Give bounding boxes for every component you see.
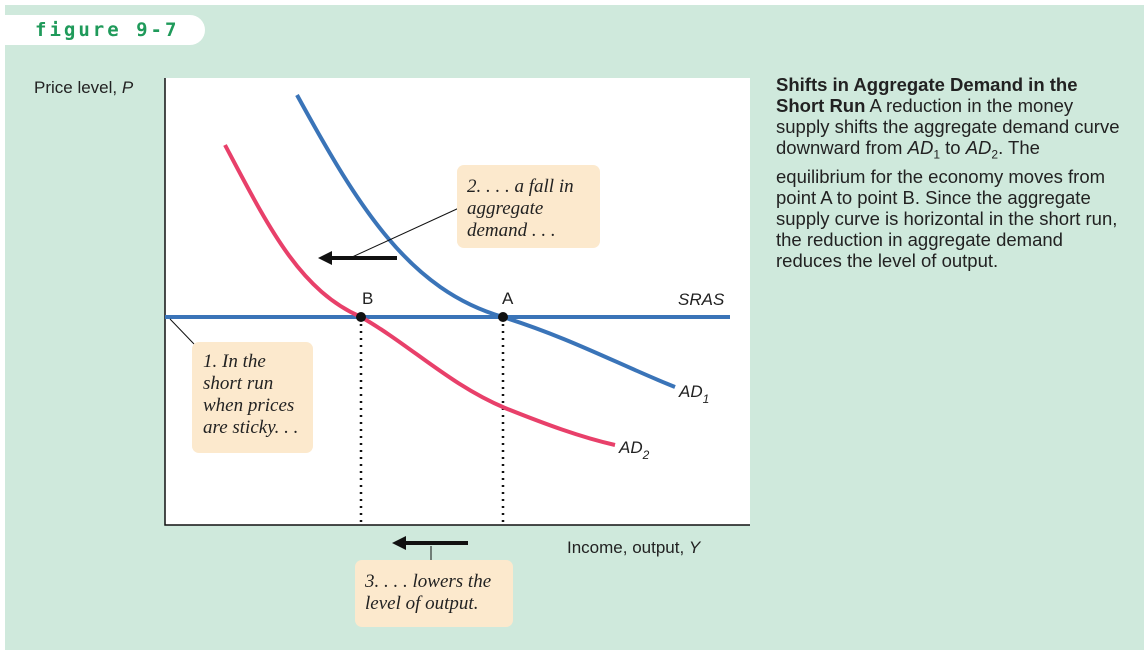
caption-sub: 2 <box>991 147 999 162</box>
caption-var: AD <box>907 137 934 158</box>
shift-arrowhead <box>318 251 332 265</box>
figure-label: figure 9-7 <box>35 19 180 41</box>
caption-text: to <box>940 137 966 158</box>
y-axis-label: Price level, P <box>34 78 134 97</box>
ad2-label: AD2 <box>618 438 650 462</box>
ad1-sub: 1 <box>703 392 710 406</box>
annotation-box <box>355 560 513 627</box>
y-axis-var: P <box>122 78 134 97</box>
y-axis-text: Price level, <box>34 78 122 97</box>
annotation-box <box>192 342 313 453</box>
ad2-name: AD <box>618 438 643 457</box>
annotation-line: demand . . . <box>467 220 556 241</box>
annotation-box <box>457 165 600 248</box>
caption-title: Shifts in Aggregate Demand in the Short … <box>776 74 1078 116</box>
point-label: A <box>502 289 514 308</box>
output-arrowhead <box>392 536 406 550</box>
ad1-curve <box>295 94 676 389</box>
annotation-line: level of output. <box>365 593 478 614</box>
point-label: B <box>362 289 373 308</box>
caption-sub: 1 <box>933 147 940 162</box>
ad1-name: AD <box>678 382 703 401</box>
figure-tab: figure 9-7 <box>5 15 205 45</box>
leader-line <box>349 207 460 259</box>
axes <box>164 78 750 526</box>
annotation-line: aggregate <box>467 198 543 219</box>
annotation-line: short run <box>203 373 273 394</box>
x-axis-label: Income, output, Y <box>567 538 702 557</box>
annotation-line: 1. In the <box>203 351 266 372</box>
ad1-label: AD1 <box>678 382 709 406</box>
ad2-sub: 2 <box>642 448 650 462</box>
caption-text: . The equilibrium for the economy moves … <box>776 137 1118 271</box>
annotation-line: when prices <box>203 395 294 416</box>
ad2-curve <box>223 144 616 447</box>
sras-label: SRAS <box>678 290 725 309</box>
caption: Shifts in Aggregate Demand in the Short … <box>776 74 1121 271</box>
point-a <box>498 312 508 322</box>
annotation-line: 2. . . . a fall in <box>467 176 574 197</box>
x-axis-text: Income, output, <box>567 538 689 557</box>
caption-var: AD <box>965 137 992 158</box>
point-b <box>356 312 366 322</box>
annotation-line: are sticky. . . <box>203 417 298 438</box>
annotation-line: 3. . . . lowers the <box>364 571 491 592</box>
caption-text: A reduction in the money supply shifts t… <box>776 95 1120 158</box>
plot-area <box>165 78 750 525</box>
x-axis-var: Y <box>689 538 702 557</box>
leader-line <box>169 318 195 345</box>
